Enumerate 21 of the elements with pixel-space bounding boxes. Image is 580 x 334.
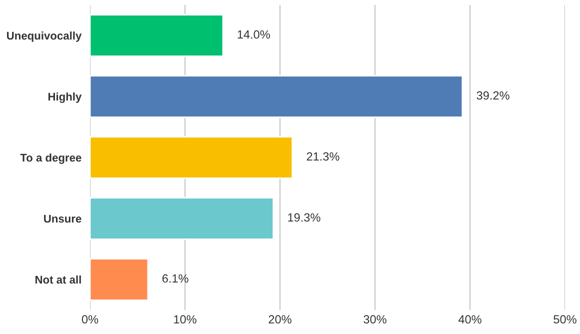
bar (90, 75, 464, 118)
x-tick-label: 0% (82, 315, 98, 324)
bar (90, 14, 224, 57)
data-label: 14.0% (238, 30, 270, 39)
data-label: 39.2% (476, 91, 510, 100)
y-tick-label: To a degree (20, 153, 82, 164)
x-tick-label: 50% (554, 315, 576, 324)
bar (90, 136, 294, 179)
bar (90, 197, 274, 240)
y-tick-label: Highly (48, 92, 82, 103)
bar (90, 258, 149, 301)
x-tick-label: 40% (458, 315, 482, 324)
y-tick-label: Unequivocally (7, 31, 82, 42)
x-tick-label: 10% (174, 315, 196, 324)
x-tick-label: 30% (364, 315, 386, 324)
data-label: 21.3% (306, 152, 340, 161)
data-label: 19.3% (288, 213, 320, 222)
y-tick-label: Not at all (35, 275, 81, 284)
x-tick-label: 20% (268, 315, 292, 324)
y-tick-label: Unsure (44, 214, 82, 223)
data-label: 6.1% (162, 274, 188, 283)
